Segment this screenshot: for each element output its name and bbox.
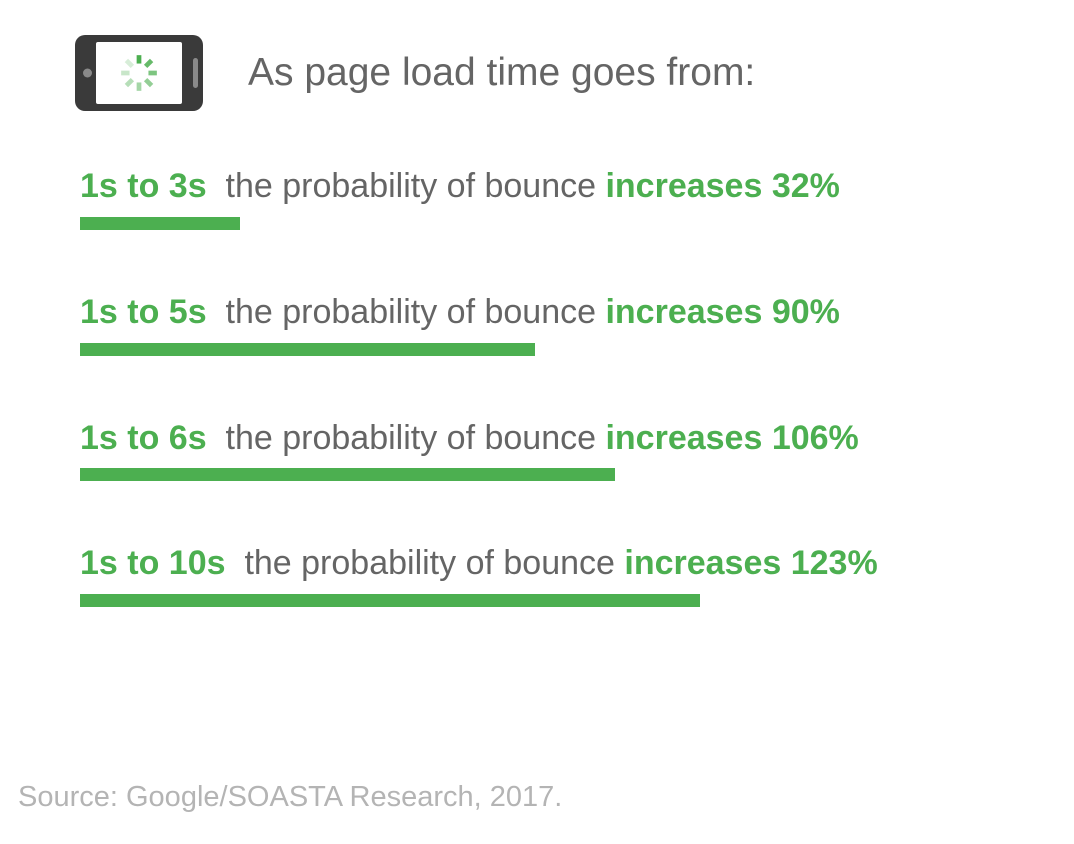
row-text: 1s to 10s the probability of bounce incr… [80, 543, 1014, 584]
increase-value: increases 90% [605, 293, 839, 331]
bounce-bar [80, 343, 535, 356]
rows-container: 1s to 3s the probability of bounce incre… [20, 166, 1054, 607]
bounce-row: 1s to 5s the probability of bounce incre… [80, 292, 1014, 356]
phone-icon [75, 35, 203, 111]
bounce-row: 1s to 10s the probability of bounce incr… [80, 543, 1014, 607]
increase-value: increases 106% [605, 419, 858, 457]
header: As page load time goes from: [20, 35, 1054, 111]
time-range: 1s to 10s [80, 544, 226, 582]
increase-value: increases 123% [624, 544, 877, 582]
bounce-bar [80, 594, 700, 607]
row-text: 1s to 5s the probability of bounce incre… [80, 292, 1014, 333]
row-middle-text: the probability of bounce [226, 293, 596, 331]
time-range: 1s to 5s [80, 293, 207, 331]
bounce-row: 1s to 3s the probability of bounce incre… [80, 166, 1014, 230]
row-middle-text: the probability of bounce [226, 419, 596, 457]
bounce-bar [80, 468, 615, 481]
bounce-bar [80, 217, 240, 230]
bounce-row: 1s to 6s the probability of bounce incre… [80, 418, 1014, 482]
increase-value: increases 32% [605, 167, 839, 205]
time-range: 1s to 3s [80, 167, 207, 205]
phone-screen [96, 42, 182, 104]
row-text: 1s to 6s the probability of bounce incre… [80, 418, 1014, 459]
time-range: 1s to 6s [80, 419, 207, 457]
row-middle-text: the probability of bounce [226, 167, 596, 205]
loading-spinner-icon [118, 52, 160, 94]
title: As page load time goes from: [248, 51, 755, 95]
row-text: 1s to 3s the probability of bounce incre… [80, 166, 1014, 207]
source-citation: Source: Google/SOASTA Research, 2017. [18, 781, 562, 814]
row-middle-text: the probability of bounce [244, 544, 614, 582]
